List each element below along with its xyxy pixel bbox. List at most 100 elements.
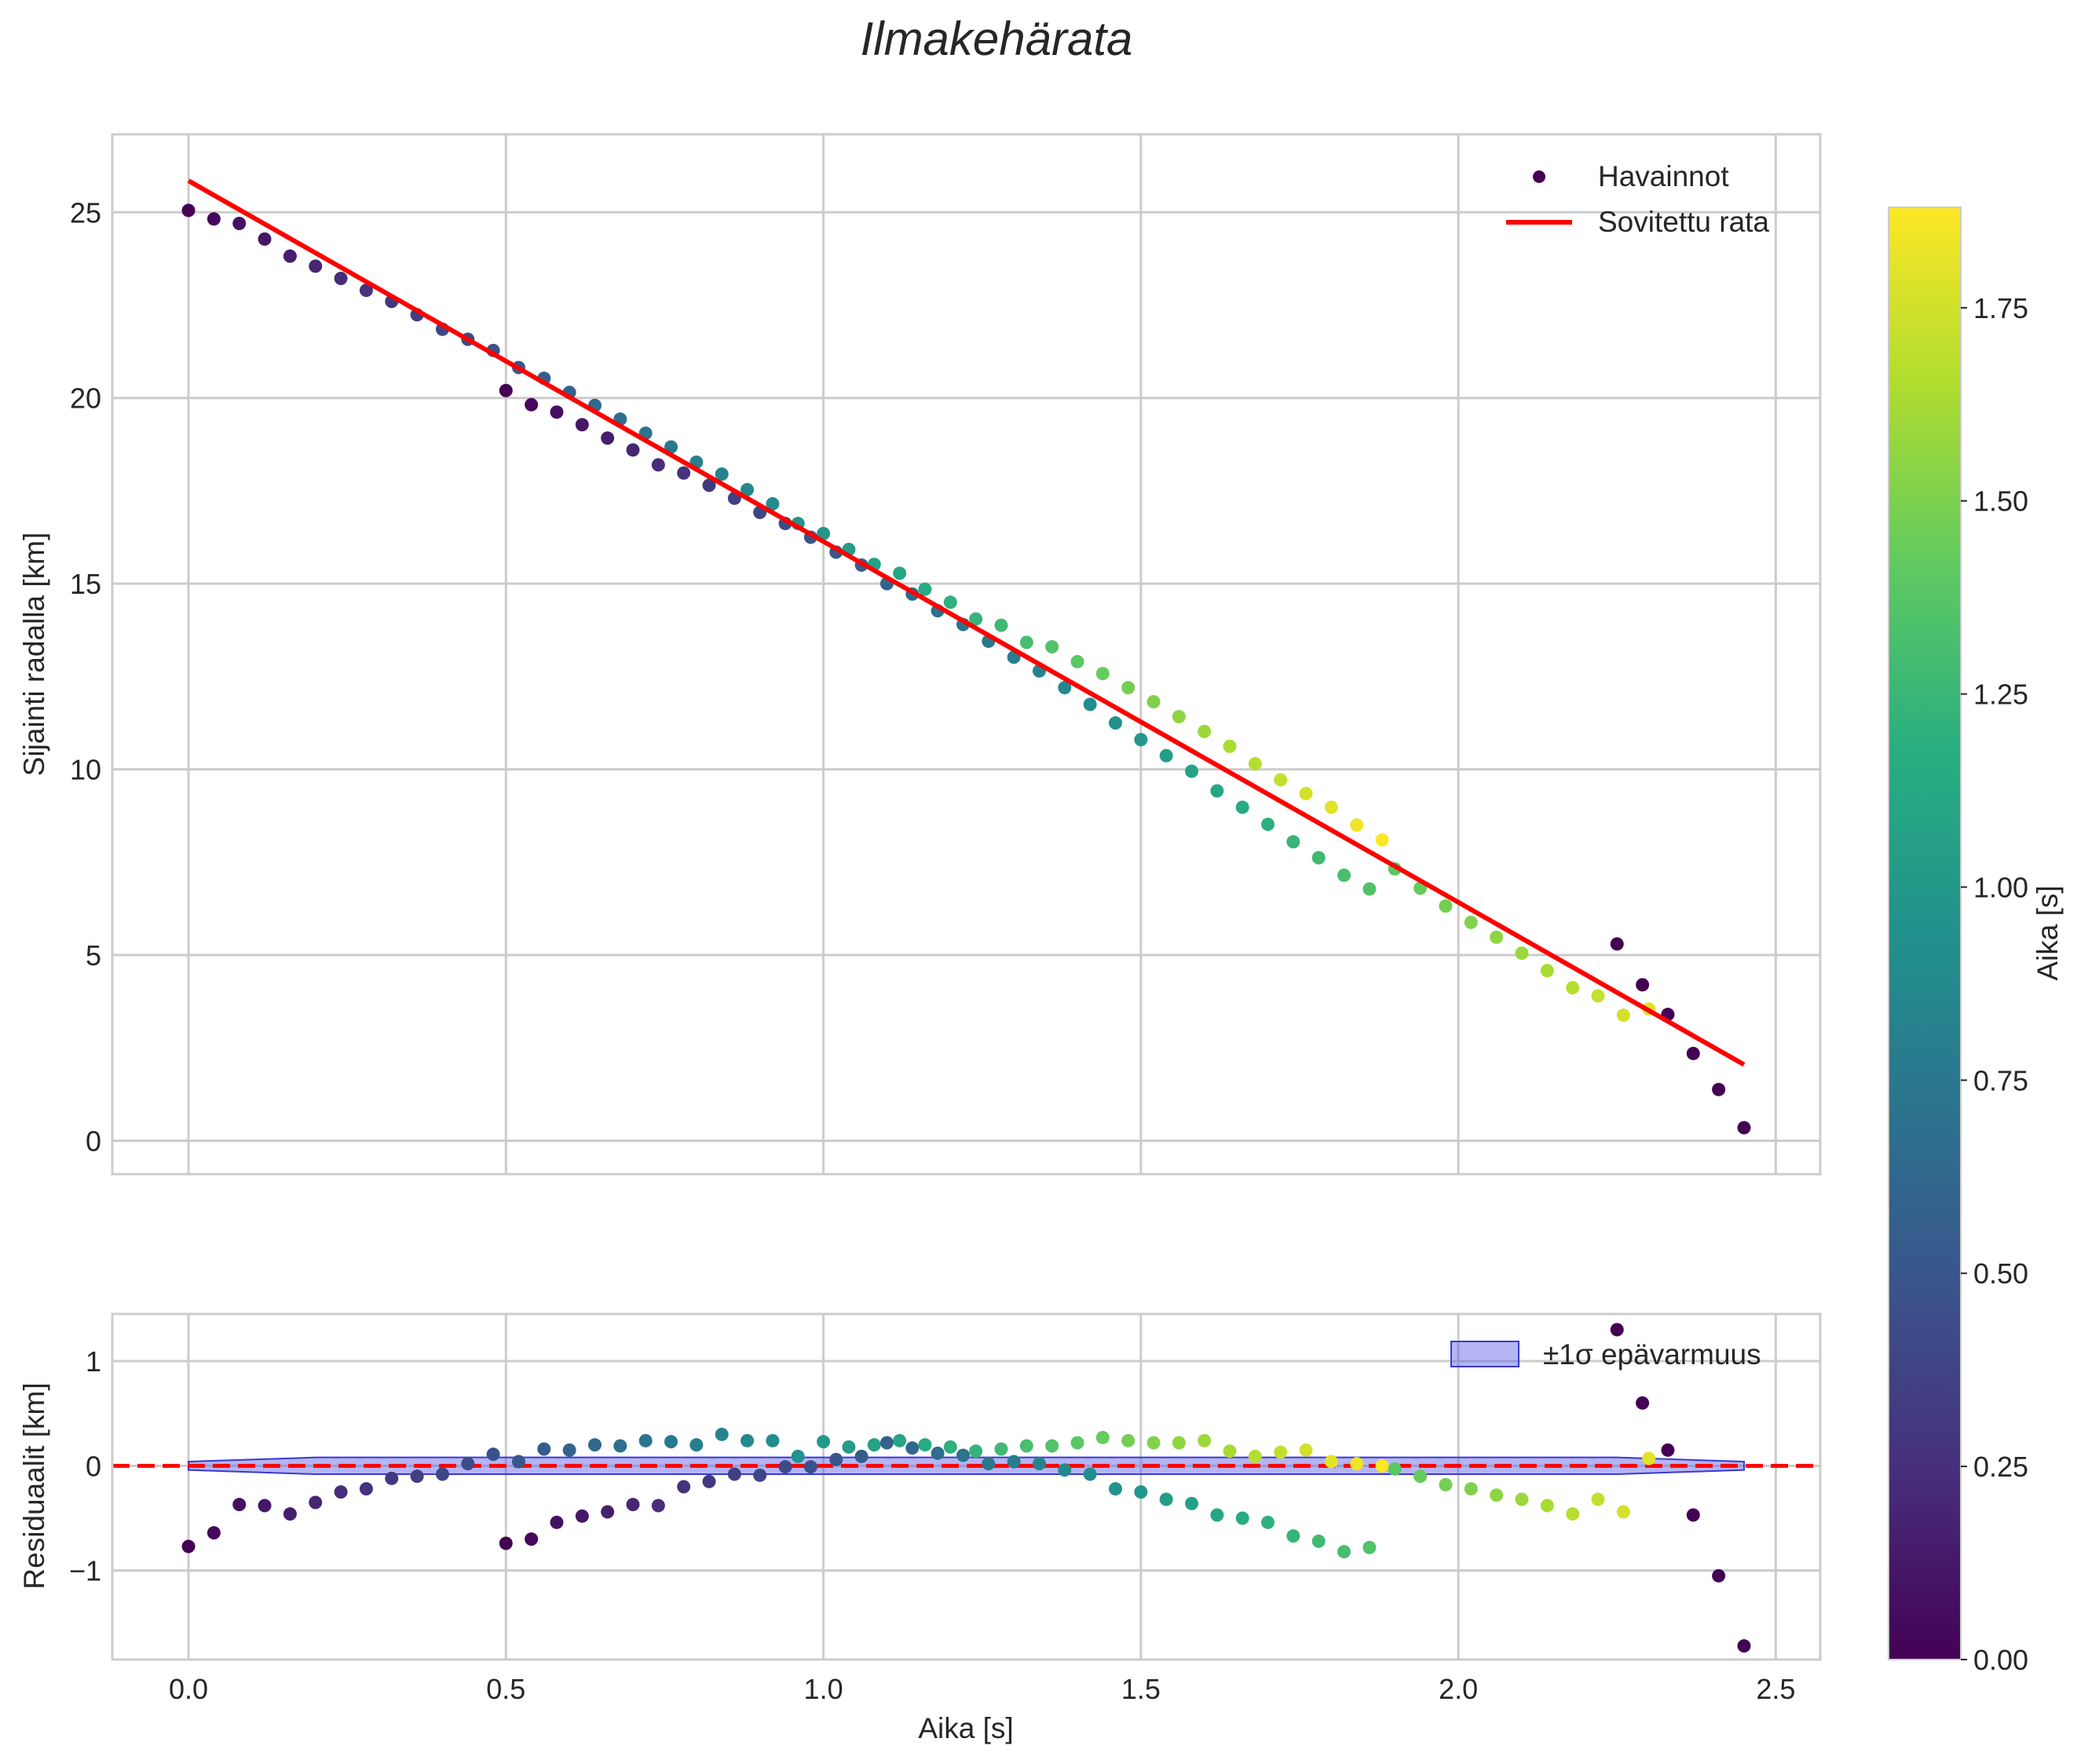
x-tick-label: 1.5 (1121, 1673, 1161, 1705)
observation-point (1198, 724, 1212, 738)
observation-point (943, 595, 957, 609)
residual-point (893, 1433, 907, 1447)
residual-point (931, 1446, 945, 1460)
residual-point (1198, 1433, 1212, 1447)
residual-point (1566, 1507, 1580, 1521)
residual-point (1007, 1455, 1021, 1469)
observation-point (1311, 851, 1326, 865)
residual-point (1388, 1462, 1402, 1476)
residual-point (918, 1438, 932, 1452)
chart-title: Ilmakehärata (861, 13, 1133, 65)
residual-point (1311, 1534, 1326, 1548)
residual-point (766, 1433, 780, 1447)
observation-point (550, 405, 564, 419)
residual-point (677, 1480, 691, 1494)
observation-point (1439, 899, 1453, 913)
residual-point (867, 1438, 881, 1452)
residual-point (1362, 1540, 1377, 1554)
observation-point (1095, 667, 1110, 681)
residual-point (1299, 1443, 1313, 1457)
residual-point (334, 1485, 348, 1499)
observation-point (918, 582, 932, 596)
residual-point (575, 1509, 589, 1523)
residuals-y-axis-label: Residuaalit [km] (18, 1382, 50, 1589)
residual-point (1515, 1492, 1529, 1506)
residual-point (258, 1499, 272, 1513)
observation-point (1375, 833, 1389, 847)
observation-point (1070, 654, 1084, 668)
residual-point (461, 1457, 475, 1471)
observation-point (1058, 681, 1072, 695)
colorbar-gradient (1888, 207, 1962, 1660)
residual-point (1185, 1496, 1199, 1510)
trajectory-panel: 0 5 10 15 20 25 Sijainti radalla [km] Havainn… (18, 133, 1822, 1176)
observation-point (817, 526, 831, 540)
observation-point (1286, 835, 1300, 849)
residual-point (601, 1505, 615, 1519)
observation-point (1019, 635, 1033, 650)
observation-point (1610, 937, 1624, 951)
colorbar-tick-labels: 0.00 0.25 0.50 0.75 1.00 1.25 1.50 1.75 (1961, 292, 2028, 1676)
residual-point (1591, 1492, 1605, 1506)
residual-point (1146, 1436, 1161, 1450)
residual-point (969, 1444, 983, 1458)
observation-point (1591, 989, 1605, 1003)
residual-point (1642, 1451, 1656, 1466)
residual-point (511, 1455, 525, 1469)
observation-point (1362, 882, 1377, 896)
trajectory-y-tick-labels: 0 5 10 15 20 25 (70, 196, 101, 1157)
residual-point (1737, 1639, 1751, 1653)
residual-point (1324, 1455, 1338, 1469)
residual-point (982, 1457, 996, 1471)
legend-label-observations: Havainnot (1598, 160, 1729, 192)
observation-point (232, 216, 247, 230)
residual-point (1464, 1482, 1478, 1496)
residual-point (715, 1427, 729, 1441)
residual-point (1159, 1492, 1173, 1506)
residual-point (741, 1433, 755, 1447)
residual-point (410, 1469, 424, 1484)
observation-point (994, 618, 1008, 632)
observation-point (1159, 748, 1173, 763)
colorbar-tick-label: 0.50 (1973, 1257, 2028, 1290)
residual-point (1109, 1482, 1123, 1496)
observation-point (334, 271, 348, 285)
x-tick-label: 2.5 (1756, 1673, 1795, 1705)
residual-point (842, 1440, 856, 1454)
residual-point (1712, 1568, 1726, 1583)
trajectory-axes-frame (111, 133, 1822, 1176)
fitted-line (187, 178, 1746, 1067)
residual-point (1019, 1439, 1033, 1453)
residual-point (1490, 1488, 1504, 1502)
residual-point (1616, 1505, 1630, 1519)
residual-point (562, 1443, 576, 1457)
residual-point (283, 1507, 297, 1521)
residual-point (1636, 1396, 1650, 1410)
residual-point (1045, 1439, 1059, 1453)
observation-point (1172, 709, 1186, 723)
observation-point (1223, 739, 1237, 753)
observation-point (1146, 695, 1161, 709)
residuals-y-tick-labels: −1 0 1 (69, 1345, 101, 1587)
residual-point (1121, 1433, 1135, 1447)
residual-point (1350, 1457, 1364, 1471)
observation-point (1185, 764, 1199, 778)
residual-point (803, 1460, 817, 1474)
residual-point (1286, 1529, 1300, 1543)
observation-point (1274, 773, 1288, 787)
residual-point (1686, 1508, 1700, 1522)
residual-point (359, 1482, 373, 1496)
residual-point (613, 1439, 627, 1453)
residual-point (905, 1441, 920, 1455)
residual-point (1610, 1323, 1624, 1337)
residual-point (1032, 1457, 1046, 1471)
observation-point (1616, 1008, 1630, 1023)
observation-point (1109, 715, 1123, 730)
residual-point (486, 1447, 500, 1462)
residual-point (791, 1449, 805, 1463)
observation-point (359, 284, 373, 298)
residual-point (1210, 1508, 1224, 1522)
observation-point (207, 212, 221, 226)
residual-point (232, 1498, 247, 1512)
